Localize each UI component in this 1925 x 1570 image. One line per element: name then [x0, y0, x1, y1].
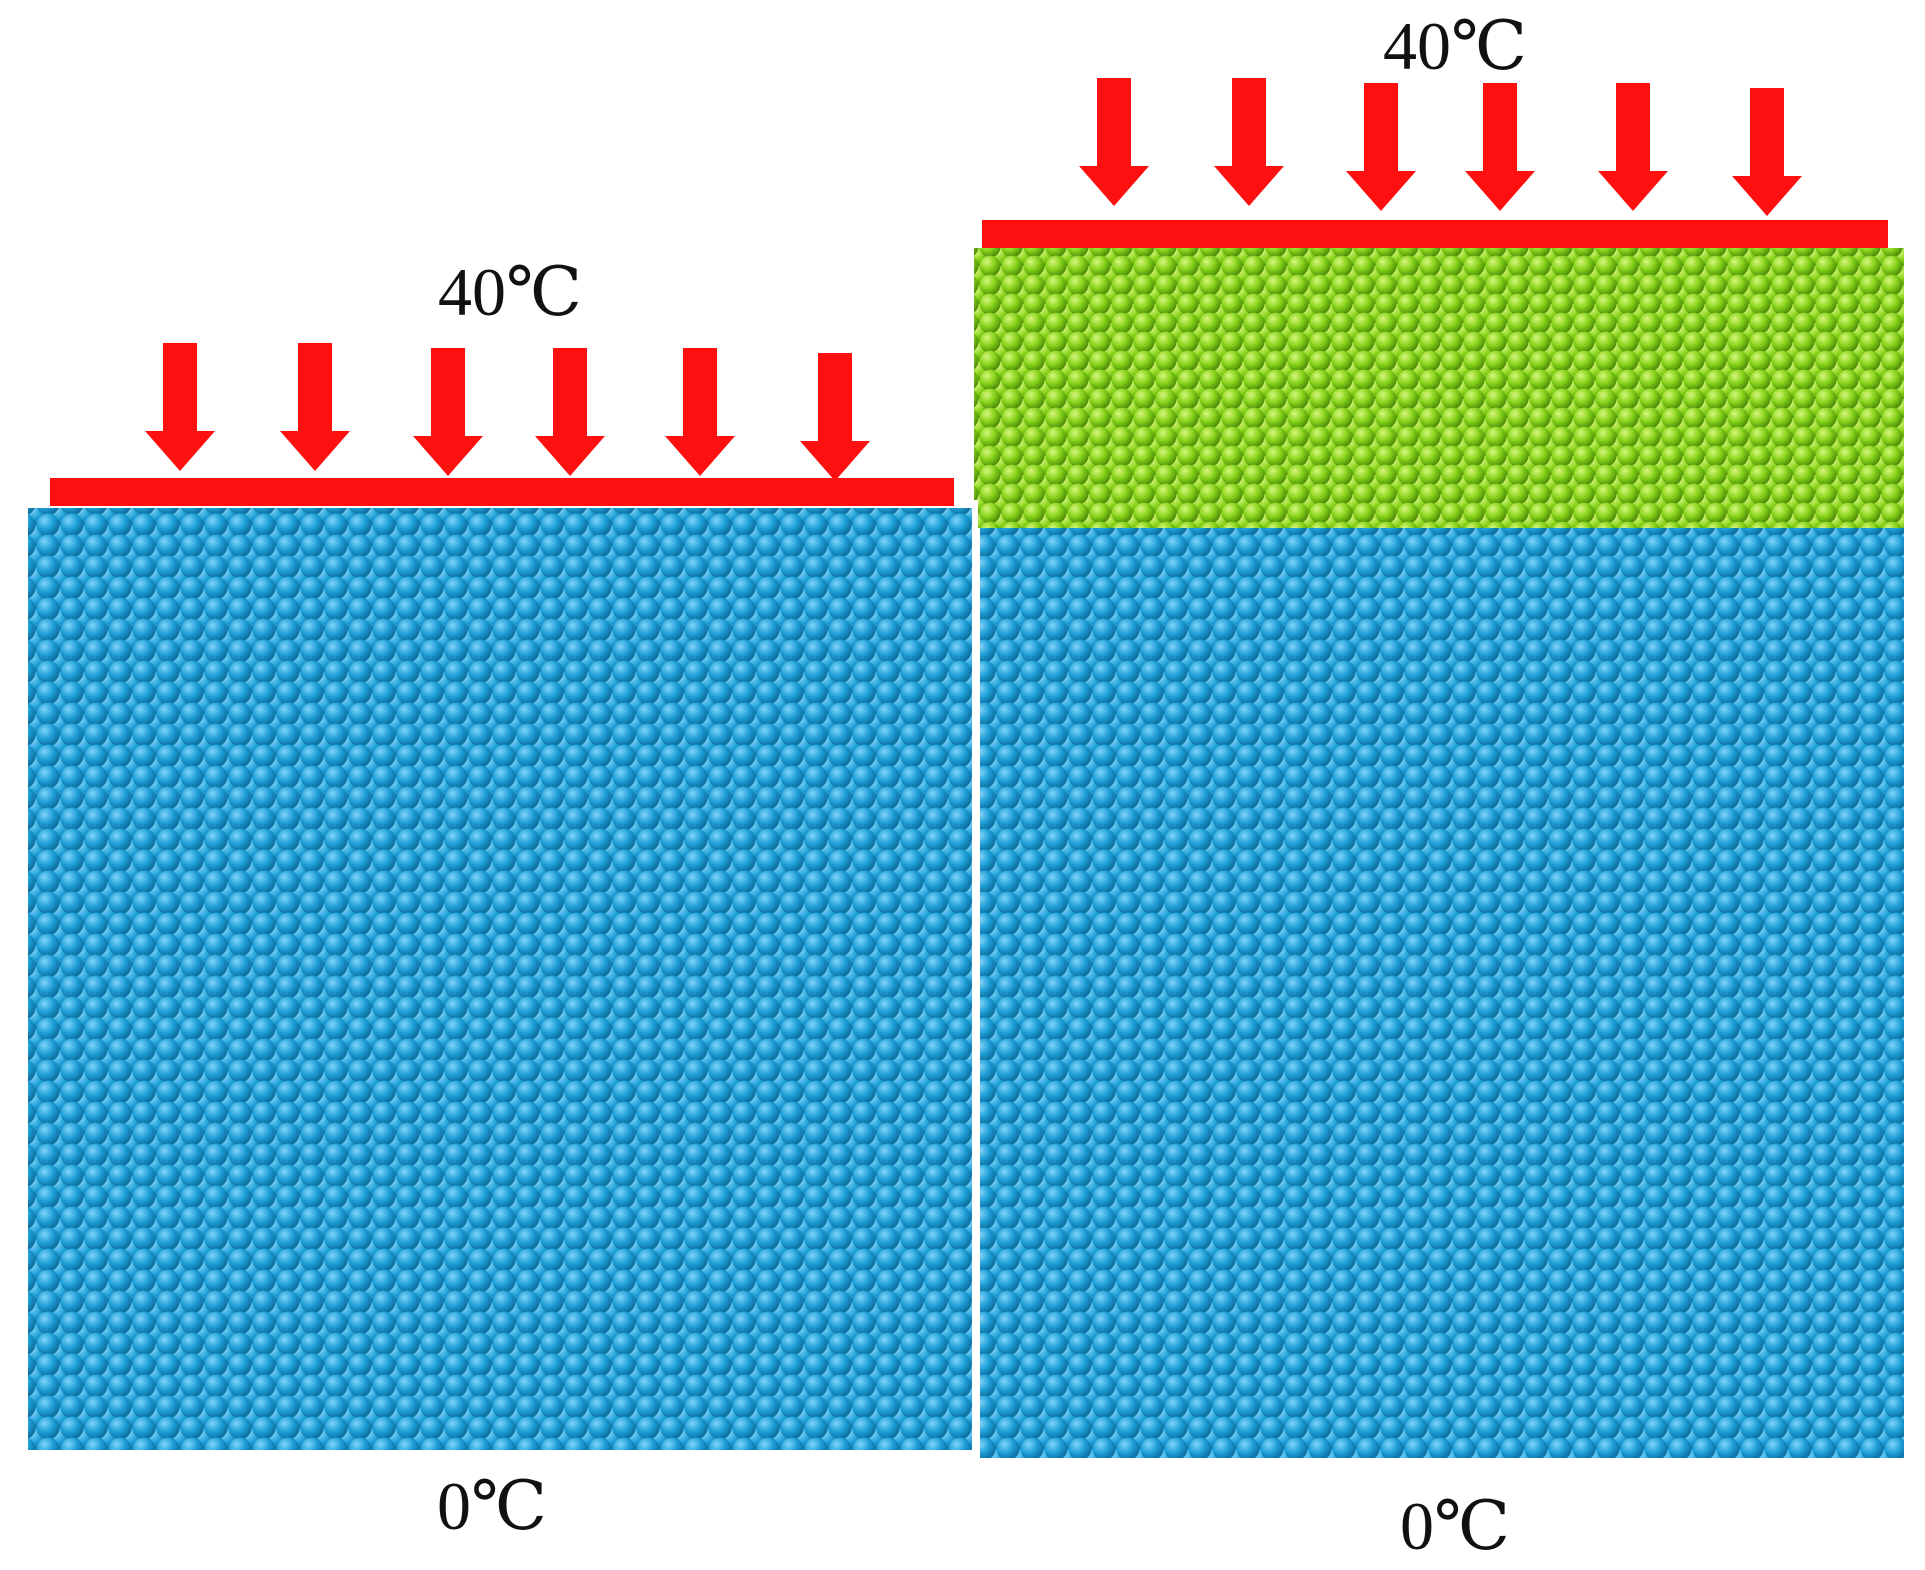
- load-arrow: [1079, 78, 1149, 206]
- right-top-temperature-label: 40℃: [1382, 8, 1528, 84]
- left-bottom-temperature-label: 0℃: [436, 1468, 548, 1544]
- load-arrow: [665, 348, 735, 476]
- left-top-temperature-label: 40℃: [437, 254, 583, 330]
- right-load-plate: [982, 220, 1888, 248]
- load-arrow: [1598, 83, 1668, 211]
- load-arrow: [800, 353, 870, 481]
- load-arrow: [145, 343, 215, 471]
- load-arrow: [413, 348, 483, 476]
- right-bottom-temperature-label: 0℃: [1399, 1488, 1511, 1564]
- load-arrow: [535, 348, 605, 476]
- right-panel: [974, 78, 1904, 1458]
- right-blue-particle-layer: [980, 528, 1904, 1458]
- load-arrow: [1465, 83, 1535, 211]
- panel-divider: [972, 500, 978, 1460]
- left-load-plate: [50, 478, 954, 506]
- load-arrow: [1732, 88, 1802, 216]
- left-blue-particle-layer: [28, 508, 972, 1450]
- load-arrow: [280, 343, 350, 471]
- load-arrow: [1346, 83, 1416, 211]
- right-green-particle-layer: [974, 248, 1904, 528]
- left-panel: [28, 343, 972, 1450]
- left-load-arrows: [145, 343, 870, 481]
- right-load-arrows: [1079, 78, 1802, 216]
- load-arrow: [1214, 78, 1284, 206]
